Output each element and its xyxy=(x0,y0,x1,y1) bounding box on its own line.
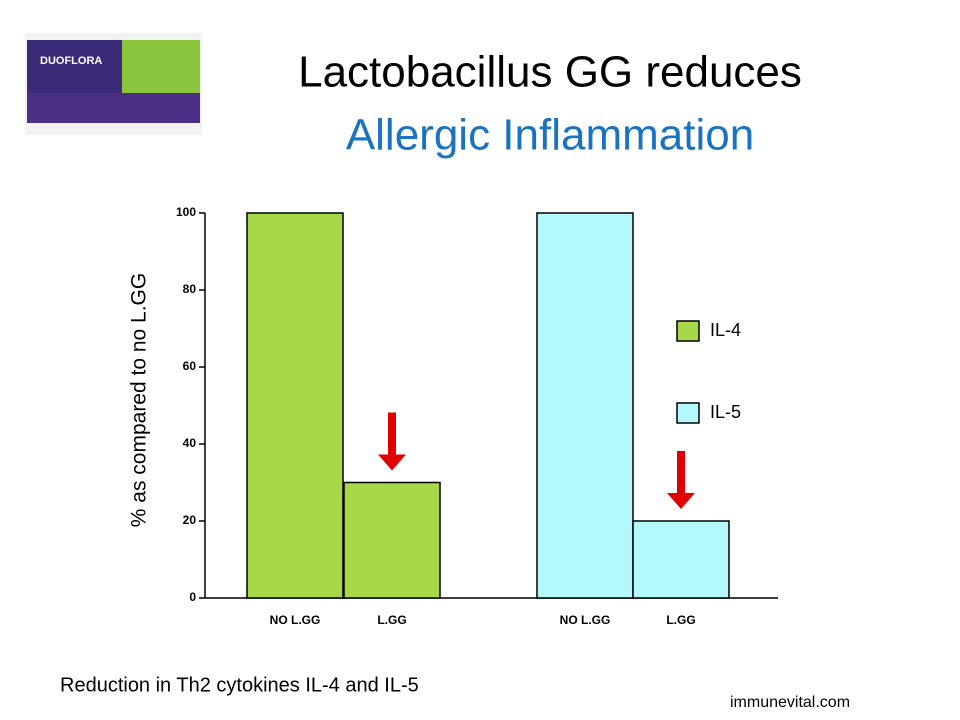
y-tick-label: 0 xyxy=(189,590,196,604)
arrow xyxy=(677,451,685,496)
legend-swatch xyxy=(676,402,700,424)
caption: Reduction in Th2 cytokines IL-4 and IL-5 xyxy=(60,674,419,696)
title: Lactobacillus GG reduces xyxy=(298,48,802,97)
subtitle: Allergic Inflammation xyxy=(346,111,754,160)
product-box: DUOFLORA xyxy=(25,33,202,135)
arrow xyxy=(667,493,695,509)
legend-label: IL-5 xyxy=(710,402,741,422)
y-tick-label: 80 xyxy=(183,282,197,296)
bar xyxy=(632,520,730,599)
legend-label: IL-4 xyxy=(710,320,741,340)
arrow xyxy=(388,412,396,458)
bar xyxy=(246,212,344,599)
box-band xyxy=(27,93,200,123)
legend-swatch xyxy=(676,320,700,342)
bar xyxy=(536,212,634,599)
x-tick-label: NO L.GG xyxy=(270,613,321,627)
y-axis-label: % as compared to no L.GG xyxy=(128,273,151,527)
y-tick-label: 20 xyxy=(183,513,197,527)
x-tick-label: NO L.GG xyxy=(560,613,611,627)
product-name: DUOFLORA xyxy=(40,55,102,67)
x-tick-label: L.GG xyxy=(666,613,695,627)
y-tick-label: 60 xyxy=(183,359,197,373)
bar xyxy=(343,481,441,599)
source: immunevital.com xyxy=(730,694,850,711)
arrow xyxy=(378,454,406,471)
x-tick-label: L.GG xyxy=(377,613,406,627)
y-tick-label: 100 xyxy=(176,205,196,219)
y-tick-label: 40 xyxy=(183,436,197,450)
